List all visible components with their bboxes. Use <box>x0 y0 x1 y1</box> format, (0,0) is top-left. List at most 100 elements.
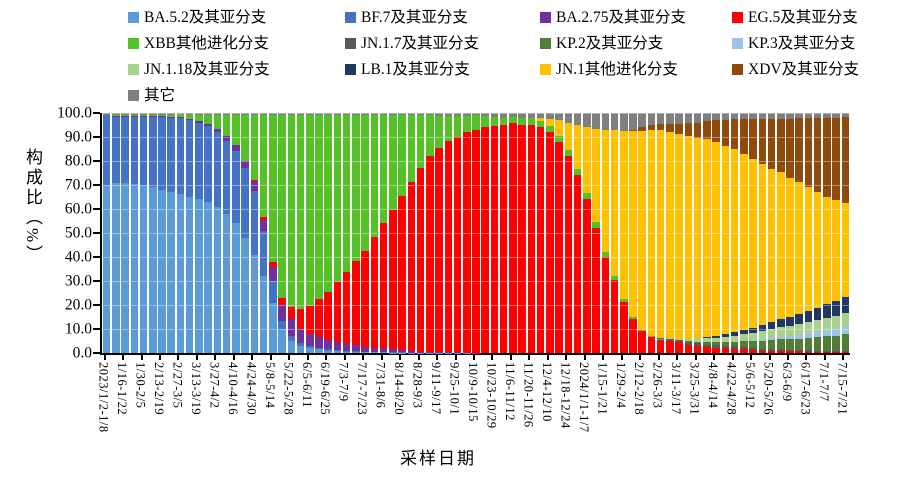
stacked-bar <box>176 113 185 353</box>
bar-segment <box>647 336 656 338</box>
bar-segment <box>638 113 646 128</box>
bar-segment <box>656 338 665 340</box>
stacked-bar <box>324 113 332 353</box>
bar-segment <box>693 343 702 346</box>
bar-segment <box>776 172 785 320</box>
bar-segment <box>426 351 434 353</box>
bar-segment <box>462 113 471 116</box>
bar-segment <box>776 327 785 337</box>
bar-segment <box>693 341 702 344</box>
x-tick-mark <box>509 355 512 360</box>
x-tick-label: 9/25-10/1 <box>447 362 462 416</box>
bar-segment <box>269 266 277 282</box>
bar-segment <box>361 113 369 116</box>
stacked-bar <box>509 113 517 353</box>
bar-segment <box>130 113 139 116</box>
gridline-overlay <box>102 329 850 330</box>
bar-segment <box>749 158 757 328</box>
bar-segment <box>740 349 748 353</box>
legend-swatch-icon <box>540 12 551 24</box>
legend-item: KP.3及其亚分支 <box>732 36 855 52</box>
x-tick-mark <box>436 355 439 360</box>
bar-segment <box>656 113 665 124</box>
stacked-bar <box>684 113 693 353</box>
bar-segment <box>823 317 831 331</box>
bar-segment <box>740 113 748 119</box>
bar-segment <box>287 336 296 341</box>
bar-segment <box>841 334 850 351</box>
bar-segment <box>232 151 240 224</box>
bar-segment <box>776 319 785 328</box>
bar-segment <box>712 141 720 337</box>
bar-segment <box>841 350 850 352</box>
y-axis-title: 构成比（%） <box>23 148 42 266</box>
bar-segment <box>435 148 443 353</box>
x-tick-mark <box>417 355 420 360</box>
bar-segment <box>721 336 730 342</box>
bar-segment <box>758 340 767 349</box>
bar-segment <box>629 317 637 320</box>
bar-segment <box>647 125 656 131</box>
bar-segment <box>269 115 277 262</box>
stacked-bar <box>638 113 646 353</box>
stacked-bar <box>499 113 508 353</box>
bar-segment <box>730 332 739 336</box>
bar-segment <box>370 115 379 238</box>
bar-segment <box>232 113 240 116</box>
bar-segment <box>398 115 406 196</box>
gridline-overlay <box>102 209 850 210</box>
bar-segment <box>712 347 720 353</box>
bar-segment <box>407 113 416 116</box>
bar-segment <box>813 191 822 308</box>
y-tick-mark <box>93 232 100 234</box>
bar-segment <box>416 351 425 353</box>
bar-segment <box>813 351 822 353</box>
bar-segment <box>629 319 637 353</box>
bar-segment <box>749 347 757 351</box>
legend-label: JN.1.18及其亚分支 <box>144 61 270 78</box>
bar-segment <box>204 123 212 127</box>
stacked-bar <box>564 113 573 353</box>
x-tick-label: 5/22-5/28 <box>281 362 296 416</box>
bar-segment <box>213 113 222 116</box>
x-tick-label: 1/15-1/21 <box>595 362 610 416</box>
bar-segment <box>536 117 545 122</box>
bar-segment <box>832 350 840 352</box>
x-tick-label: 9/11-9/17 <box>429 362 444 415</box>
legend-item: BA.5.2及其亚分支 <box>128 10 266 26</box>
stacked-bar <box>241 113 249 353</box>
bar-segment <box>407 115 416 182</box>
x-tick-label: 2/12-2/18 <box>632 362 647 416</box>
bar-segment <box>389 115 397 210</box>
bar-segment <box>389 349 397 353</box>
bar-segment <box>490 126 499 353</box>
x-tick-label: 8/28-9/3 <box>410 362 425 409</box>
stacked-bar <box>342 113 351 353</box>
stacked-bar <box>204 113 212 353</box>
bar-segment <box>684 342 693 345</box>
bar-segment <box>675 342 683 353</box>
bar-segment <box>786 339 794 350</box>
bar-segment <box>407 181 416 351</box>
bar-segment <box>342 350 351 352</box>
bar-segment <box>278 320 286 329</box>
bar-segment <box>352 261 360 346</box>
y-tick-label: 40.0 <box>64 248 92 266</box>
bar-segment <box>841 203 850 298</box>
legend-item: JN.1.18及其亚分支 <box>128 62 270 78</box>
bar-segment <box>721 113 730 121</box>
bar-segment <box>703 337 711 339</box>
bar-segment <box>139 185 148 353</box>
bar-segment <box>703 139 711 338</box>
legend-item: BA.2.75及其亚分支 <box>540 10 686 26</box>
bar-segment <box>370 352 379 353</box>
x-tick-mark <box>473 355 475 360</box>
bar-segment <box>269 281 277 303</box>
x-tick-mark <box>140 355 143 360</box>
bar-segment <box>278 115 286 298</box>
bar-segment <box>241 168 249 238</box>
x-tick-mark <box>583 355 586 360</box>
y-tick-mark <box>93 160 100 162</box>
stacked-bar <box>185 113 194 353</box>
gridline-overlay <box>102 305 850 306</box>
